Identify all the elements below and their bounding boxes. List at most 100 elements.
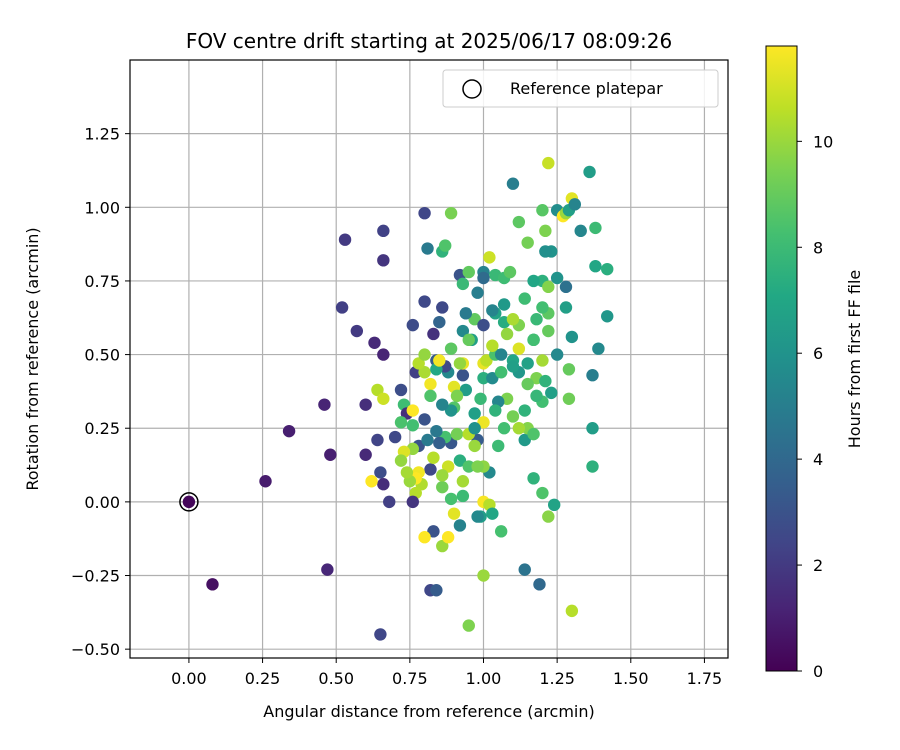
scatter-point — [539, 245, 552, 258]
scatter-point — [462, 460, 475, 473]
scatter-point — [427, 451, 440, 464]
scatter-point — [459, 307, 473, 320]
scatter-point — [421, 242, 434, 255]
scatter-point — [441, 531, 455, 544]
scatter-point — [542, 156, 555, 170]
scatter-point — [436, 398, 449, 411]
scatter-point — [494, 525, 508, 538]
scatter-point — [486, 371, 499, 385]
scatter-point — [539, 224, 552, 238]
scatter-point — [377, 477, 390, 491]
scatter-point — [444, 492, 458, 506]
x-tick-label: 1.50 — [613, 669, 649, 688]
scatter-point — [374, 466, 387, 479]
scatter-point — [441, 460, 455, 473]
scatter-point — [527, 333, 540, 347]
scatter-point — [545, 386, 558, 400]
scatter-point — [474, 392, 487, 405]
y-tick-label: −0.50 — [71, 640, 120, 659]
scatter-point — [182, 495, 196, 509]
scatter-point — [518, 563, 531, 576]
scatter-point — [486, 507, 499, 520]
scatter-point — [359, 398, 372, 411]
scatter-point — [400, 466, 414, 479]
scatter-point — [430, 424, 443, 438]
scatter-point — [500, 327, 514, 341]
scatter-point — [601, 262, 614, 276]
scatter-point — [547, 498, 561, 512]
colorbar-gradient — [765, 45, 798, 672]
scatter-point — [536, 301, 549, 314]
y-axis-title: Rotation from reference (arcmin) — [23, 227, 42, 490]
scatter-point — [471, 286, 484, 299]
scatter-point — [536, 204, 549, 217]
scatter-point — [565, 330, 579, 344]
scatter-point — [592, 342, 605, 355]
scatter-point — [589, 260, 602, 273]
scatter-point — [418, 531, 431, 544]
scatter-point — [371, 433, 384, 447]
scatter-point — [468, 422, 481, 435]
scatter-point — [424, 377, 437, 391]
scatter-point — [335, 301, 349, 314]
x-tick-label: 0.00 — [171, 669, 207, 688]
scatter-point — [433, 436, 446, 450]
colorbar-tick-label: 0 — [813, 662, 823, 681]
legend-box — [442, 69, 719, 108]
scatter-point — [418, 295, 431, 308]
x-tick-label: 0.25 — [245, 669, 281, 688]
scatter-point — [412, 357, 425, 370]
scatter-point — [550, 271, 564, 285]
scatter-point — [521, 377, 534, 391]
scatter-point — [406, 318, 419, 332]
scatter-point — [601, 310, 614, 323]
colorbar-tick-label: 6 — [813, 344, 823, 363]
scatter-point — [359, 448, 372, 461]
scatter-point — [427, 327, 440, 341]
scatter-point — [497, 422, 511, 435]
x-tick-label: 0.75 — [392, 669, 428, 688]
scatter-point — [586, 460, 599, 473]
legend: Reference platepar — [442, 69, 719, 108]
scatter-point — [436, 480, 449, 494]
scatter-point — [512, 342, 526, 355]
scatter-point — [574, 224, 587, 238]
scatter-point — [586, 422, 599, 435]
scatter-point — [421, 433, 434, 447]
scatter-point — [406, 404, 419, 417]
scatter-point — [562, 392, 576, 405]
scatter-point — [530, 389, 543, 403]
scatter-point — [527, 274, 540, 288]
scatter-point — [371, 383, 384, 397]
scatter-point — [565, 604, 579, 618]
scatter-point — [512, 215, 526, 229]
scatter-point — [542, 324, 555, 338]
scatter-point — [533, 578, 546, 591]
colorbar-ticks: 0 2 4 6 8 10 — [797, 132, 833, 681]
scatter-point — [259, 475, 272, 488]
scatter-point — [462, 265, 475, 279]
colorbar-tick-label: 10 — [813, 132, 833, 151]
colorbar-tick-label: 4 — [813, 450, 823, 469]
y-tick-label: 0.00 — [84, 493, 120, 512]
scatter-point — [480, 354, 493, 367]
scatter-point — [536, 354, 549, 367]
scatter-point — [444, 342, 458, 355]
y-tick-label: −0.25 — [71, 567, 120, 586]
scatter-point — [497, 298, 511, 311]
colorbar: 0 2 4 6 8 10 Hours from first FF file — [765, 45, 864, 681]
scatter-point — [377, 224, 390, 238]
scatter-point — [483, 251, 496, 264]
scatter-point — [394, 383, 408, 397]
scatter-point — [589, 221, 602, 235]
scatter-point — [521, 357, 534, 370]
scatter-point — [477, 271, 490, 285]
scatter-point — [394, 454, 408, 467]
scatter-point — [494, 366, 508, 379]
scatter-point — [321, 563, 334, 576]
scatter-point — [456, 369, 470, 382]
scatter-point — [377, 392, 390, 405]
scatter-point — [453, 519, 467, 532]
colorbar-tick-label: 2 — [813, 556, 823, 575]
